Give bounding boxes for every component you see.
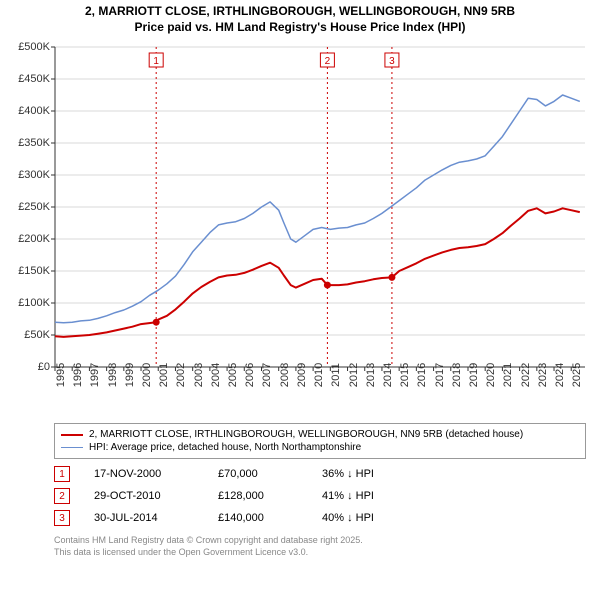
title-line-2: Price paid vs. HM Land Registry's House … <box>10 20 590 36</box>
sale-event-marker: 3 <box>54 510 70 526</box>
x-axis-tick-label: 2005 <box>227 363 239 387</box>
sale-event-row: 2 29-OCT-2010 £128,000 41% ↓ HPI <box>54 485 586 507</box>
footer-line-1: Contains HM Land Registry data © Crown c… <box>54 535 586 547</box>
y-axis-tick-label: £50K <box>24 329 50 341</box>
x-axis-tick-label: 2015 <box>399 363 411 387</box>
x-axis-tick-label: 2025 <box>571 363 583 387</box>
y-axis-tick-label: £300K <box>18 169 50 181</box>
x-axis-tick-label: 2001 <box>158 363 170 387</box>
sale-event-marker: 2 <box>54 488 70 504</box>
x-axis-tick-label: 1996 <box>72 363 84 387</box>
sale-event-price: £140,000 <box>218 512 298 524</box>
x-axis-tick-label: 2020 <box>485 363 497 387</box>
y-axis-tick-label: £250K <box>18 201 50 213</box>
x-axis-tick-label: 2010 <box>313 363 325 387</box>
legend: 2, MARRIOTT CLOSE, IRTHLINGBOROUGH, WELL… <box>54 423 586 459</box>
x-axis-tick-label: 2003 <box>193 363 205 387</box>
chart-svg: 1 2 3 <box>10 37 590 417</box>
chart-title: 2, MARRIOTT CLOSE, IRTHLINGBOROUGH, WELL… <box>0 0 600 37</box>
x-axis-tick-label: 2004 <box>210 363 222 387</box>
y-axis-tick-label: £350K <box>18 137 50 149</box>
x-axis-tick-label: 2023 <box>537 363 549 387</box>
x-axis-tick-label: 2024 <box>554 363 566 387</box>
y-axis-tick-label: £200K <box>18 233 50 245</box>
x-axis-tick-label: 2022 <box>520 363 532 387</box>
x-axis-tick-label: 2006 <box>244 363 256 387</box>
x-axis-tick-label: 2009 <box>296 363 308 387</box>
x-axis-tick-label: 2012 <box>348 363 360 387</box>
legend-swatch <box>61 434 83 436</box>
x-axis-tick-label: 1995 <box>55 363 67 387</box>
x-axis-tick-label: 2000 <box>141 363 153 387</box>
legend-label: HPI: Average price, detached house, Nort… <box>89 442 361 453</box>
x-axis-tick-label: 2007 <box>261 363 273 387</box>
sale-event-row: 1 17-NOV-2000 £70,000 36% ↓ HPI <box>54 463 586 485</box>
legend-label: 2, MARRIOTT CLOSE, IRTHLINGBOROUGH, WELL… <box>89 429 523 440</box>
sale-events-list: 1 17-NOV-2000 £70,000 36% ↓ HPI 2 29-OCT-2010… <box>54 463 586 529</box>
sale-event-diff: 41% ↓ HPI <box>322 490 374 502</box>
svg-text:3: 3 <box>389 56 395 67</box>
svg-text:1: 1 <box>153 56 159 67</box>
x-axis-tick-label: 2017 <box>434 363 446 387</box>
data-attribution: Contains HM Land Registry data © Crown c… <box>54 535 586 558</box>
x-axis-tick-label: 1998 <box>107 363 119 387</box>
x-axis-tick-label: 2002 <box>175 363 187 387</box>
x-axis-tick-label: 2019 <box>468 363 480 387</box>
sale-event-row: 3 30-JUL-2014 £140,000 40% ↓ HPI <box>54 507 586 529</box>
sale-event-diff: 36% ↓ HPI <box>322 468 374 480</box>
x-axis-tick-label: 2018 <box>451 363 463 387</box>
sale-event-diff: 40% ↓ HPI <box>322 512 374 524</box>
y-axis-tick-label: £400K <box>18 105 50 117</box>
y-axis-tick-label: £500K <box>18 41 50 53</box>
sale-event-price: £128,000 <box>218 490 298 502</box>
sale-event-date: 29-OCT-2010 <box>94 490 194 502</box>
x-axis-tick-label: 1997 <box>89 363 101 387</box>
x-axis-tick-label: 2008 <box>279 363 291 387</box>
legend-item: 2, MARRIOTT CLOSE, IRTHLINGBOROUGH, WELL… <box>61 428 579 441</box>
y-axis-tick-label: £150K <box>18 265 50 277</box>
y-axis-tick-label: £100K <box>18 297 50 309</box>
x-axis-tick-label: 2021 <box>502 363 514 387</box>
sale-event-price: £70,000 <box>218 468 298 480</box>
y-axis-tick-label: £0 <box>38 361 50 373</box>
svg-text:2: 2 <box>325 56 331 67</box>
y-axis-tick-label: £450K <box>18 73 50 85</box>
x-axis-tick-label: 1999 <box>124 363 136 387</box>
x-axis-tick-label: 2014 <box>382 363 394 387</box>
sale-event-date: 30-JUL-2014 <box>94 512 194 524</box>
legend-item: HPI: Average price, detached house, Nort… <box>61 441 579 454</box>
title-line-1: 2, MARRIOTT CLOSE, IRTHLINGBOROUGH, WELL… <box>10 4 590 20</box>
x-axis-tick-label: 2011 <box>330 363 342 387</box>
sale-event-marker: 1 <box>54 466 70 482</box>
sale-event-date: 17-NOV-2000 <box>94 468 194 480</box>
footer-line-2: This data is licensed under the Open Gov… <box>54 547 586 559</box>
x-axis-tick-label: 2016 <box>416 363 428 387</box>
legend-swatch <box>61 447 83 448</box>
x-axis-tick-label: 2013 <box>365 363 377 387</box>
chart-area: 1 2 3 £0 £50K £100K £150K £200K £250K £300K £350K… <box>10 37 590 417</box>
